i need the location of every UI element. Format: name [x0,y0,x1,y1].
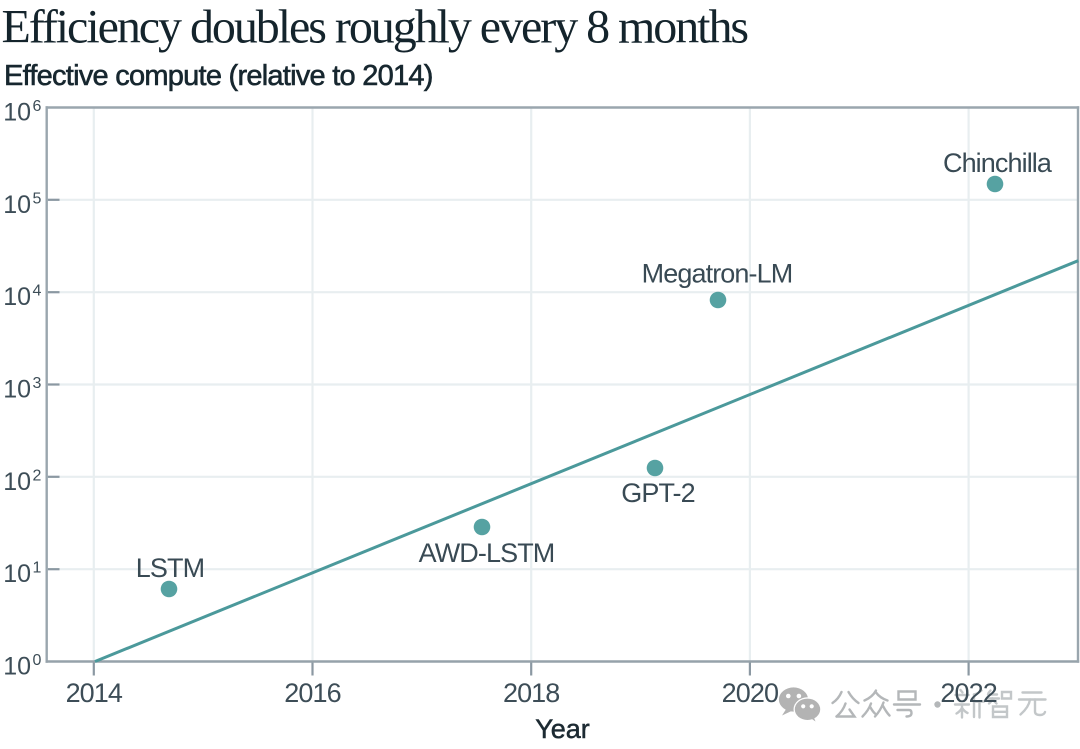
svg-text:2014: 2014 [66,678,123,708]
svg-text:2016: 2016 [284,678,340,708]
svg-text:GPT-2: GPT-2 [621,478,695,508]
svg-text:4: 4 [33,283,42,300]
svg-text:10: 10 [3,99,31,127]
svg-text:2: 2 [33,467,42,484]
svg-text:2020: 2020 [722,678,778,708]
svg-text:Year: Year [535,714,590,744]
svg-text:6: 6 [33,98,42,115]
svg-text:10: 10 [3,283,31,311]
svg-text:10: 10 [3,376,31,404]
svg-text:2018: 2018 [503,678,559,708]
svg-text:AWD-LSTM: AWD-LSTM [419,538,555,568]
svg-text:2022: 2022 [940,678,996,708]
svg-text:Chinchilla: Chinchilla [943,148,1053,178]
svg-text:Effective compute (relative to: Effective compute (relative to 2014) [4,60,433,92]
svg-text:10: 10 [3,468,31,496]
svg-text:5: 5 [33,190,42,207]
svg-text:1: 1 [33,560,42,577]
svg-text:LSTM: LSTM [136,553,204,583]
svg-text:3: 3 [33,375,42,392]
svg-text:Efficiency doubles roughly eve: Efficiency doubles roughly every 8 month… [2,1,748,54]
svg-text:10: 10 [3,560,31,588]
svg-text:0: 0 [33,652,42,669]
svg-text:Megatron-LM: Megatron-LM [642,259,793,289]
svg-text:10: 10 [3,653,31,681]
svg-text:10: 10 [3,191,31,219]
